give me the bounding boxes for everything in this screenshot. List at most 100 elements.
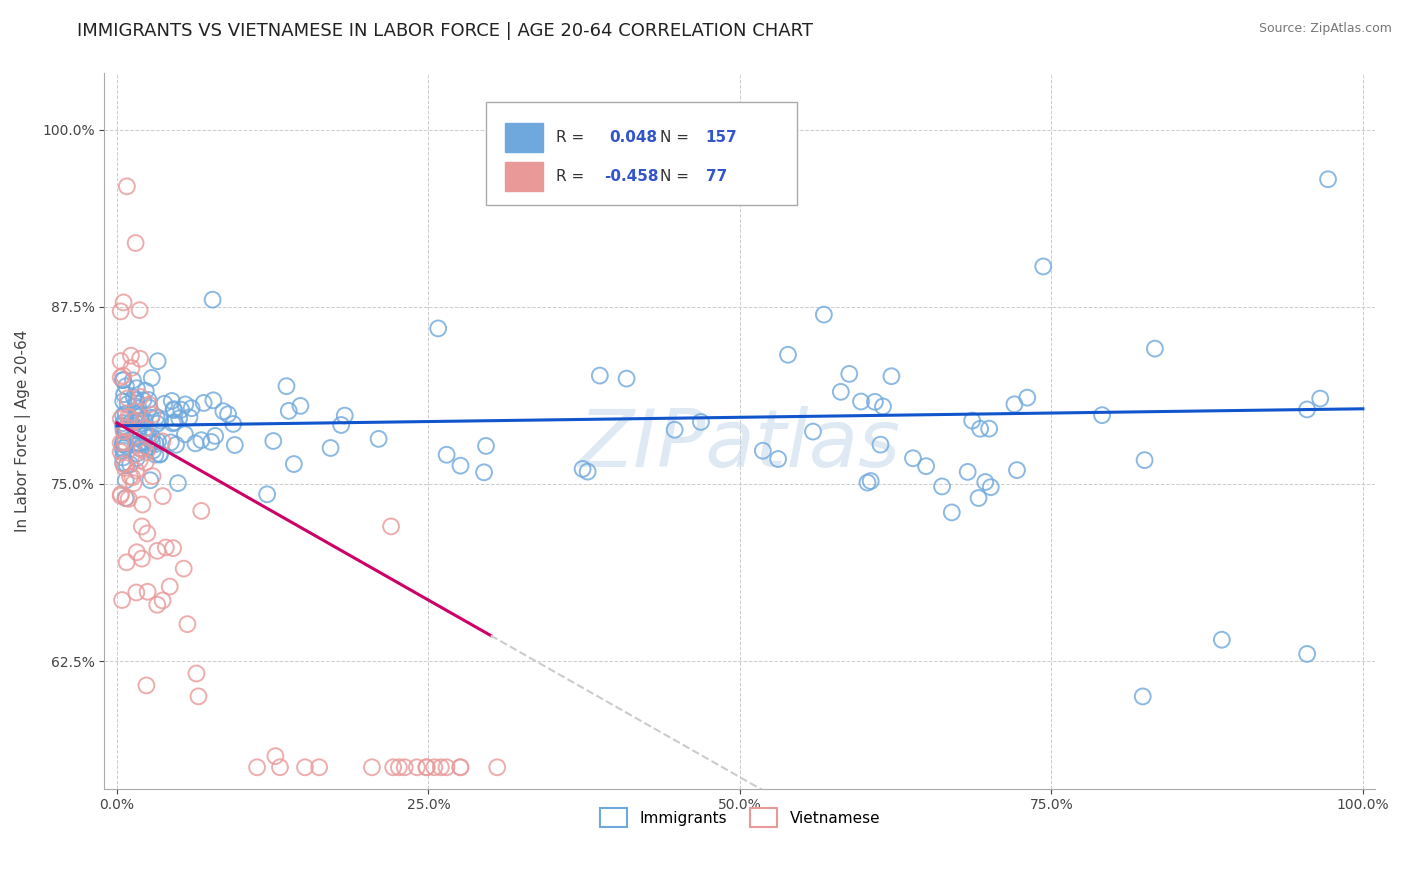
Point [264,749,287,764]
Point [146,354,169,368]
Text: ZIPatlas: ZIPatlas [579,406,901,484]
Point [125,451,148,466]
Point [128,442,150,456]
Point [135,384,157,398]
Point [472,465,495,479]
Point [394,760,416,774]
FancyBboxPatch shape [505,162,543,191]
Point [969,422,991,436]
Point [112,450,135,465]
Point [134,428,156,442]
Point [838,367,860,381]
Point [110,435,132,450]
Point [129,436,152,450]
Point [121,470,143,484]
Point [112,441,135,455]
Point [114,407,136,421]
Point [112,368,135,383]
Text: IMMIGRANTS VS VIETNAMESE IN LABOR FORCE | AGE 20-64 CORRELATION CHART: IMMIGRANTS VS VIETNAMESE IN LABOR FORCE … [77,22,813,40]
Point [138,398,160,412]
Point [110,444,132,458]
Point [201,293,224,307]
Point [138,401,160,415]
Point [128,401,150,416]
Point [406,760,429,774]
Point [141,410,163,425]
Point [200,434,222,449]
Point [361,760,384,774]
Point [1211,632,1233,647]
Point [576,465,599,479]
Point [122,373,145,387]
Point [170,402,193,417]
Point [486,760,509,774]
Point [776,348,799,362]
Point [752,443,775,458]
Point [382,760,405,774]
Point [138,440,160,454]
Point [117,397,139,411]
Point [146,598,169,612]
Point [1091,408,1114,422]
Point [159,580,181,594]
FancyBboxPatch shape [485,102,797,205]
Point [179,410,201,425]
Point [125,545,148,559]
Point [122,390,145,404]
Point [872,400,894,414]
Point [450,458,472,473]
Point [135,678,157,692]
Point [224,438,246,452]
Point [112,443,135,458]
Point [146,544,169,558]
Text: 157: 157 [706,130,737,145]
Point [449,760,471,774]
Point [124,235,146,250]
Point [124,400,146,414]
Point [427,321,450,335]
Point [956,465,979,479]
Point [142,469,165,483]
Point [222,417,245,431]
Point [1005,463,1028,477]
Point [149,448,172,462]
Point [141,435,163,450]
Point [869,437,891,451]
Point [152,593,174,607]
Point [436,448,458,462]
Legend: Immigrants, Vietnamese: Immigrants, Vietnamese [592,801,887,835]
Point [110,370,132,384]
Point [174,397,197,411]
Point [915,459,938,474]
Point [138,392,160,407]
Point [112,373,135,387]
Point [190,433,212,447]
Point [112,437,135,451]
Point [136,440,159,454]
Point [112,425,135,439]
Point [1017,391,1039,405]
Point [1317,172,1340,186]
Point [115,555,138,569]
Point [449,760,471,774]
Point [112,418,135,433]
Point [120,410,142,425]
Point [330,417,353,432]
Point [110,354,132,368]
Point [276,379,298,393]
Point [127,422,149,436]
Point [830,384,852,399]
Point [813,308,835,322]
Point [112,416,135,430]
Point [849,394,872,409]
Point [114,435,136,450]
Point [204,429,226,443]
Point [589,368,612,383]
Point [380,519,402,533]
Point [112,394,135,409]
Point [163,415,186,429]
Point [863,394,886,409]
Point [141,371,163,385]
Point [664,423,686,437]
Point [766,452,789,467]
